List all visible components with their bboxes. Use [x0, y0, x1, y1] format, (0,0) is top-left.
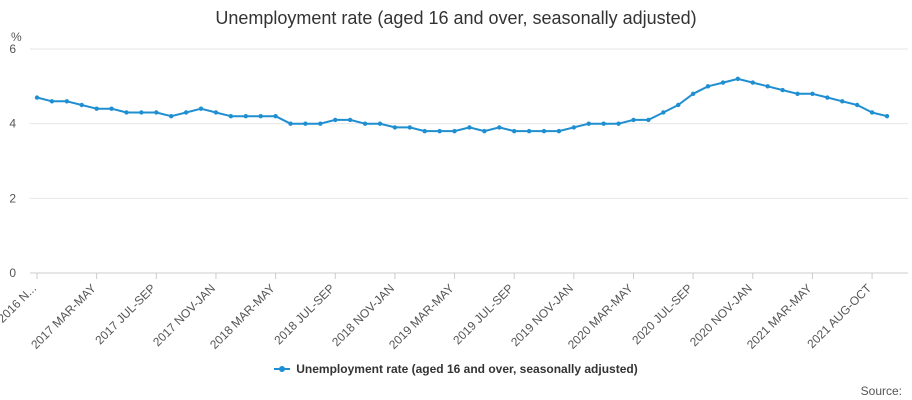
data-point[interactable]: [50, 99, 54, 103]
data-point[interactable]: [646, 118, 650, 122]
data-point[interactable]: [199, 107, 203, 111]
data-point[interactable]: [572, 125, 576, 129]
data-point[interactable]: [452, 129, 456, 133]
data-point[interactable]: [661, 110, 665, 114]
data-point[interactable]: [527, 129, 531, 133]
data-point[interactable]: [885, 114, 889, 118]
gridlines: [30, 49, 908, 273]
data-point[interactable]: [676, 103, 680, 107]
x-tick-label: 2017 NOV-JAN: [150, 281, 218, 349]
data-point[interactable]: [80, 103, 84, 107]
x-tick-label: 2019 JUL-SEP: [450, 281, 516, 347]
x-tick-label: 2020 MAR-MAY: [565, 281, 636, 352]
data-point[interactable]: [691, 92, 695, 96]
data-point[interactable]: [408, 125, 412, 129]
data-point[interactable]: [810, 92, 814, 96]
data-point[interactable]: [35, 95, 39, 99]
y-tick-label: 4: [9, 117, 16, 131]
data-point[interactable]: [288, 121, 292, 125]
data-point[interactable]: [751, 80, 755, 84]
data-point[interactable]: [795, 92, 799, 96]
data-point[interactable]: [214, 110, 218, 114]
data-point[interactable]: [333, 118, 337, 122]
data-point[interactable]: [825, 95, 829, 99]
x-tick-label: 2020 NOV-JAN: [687, 281, 755, 349]
y-tick-label: 0: [9, 266, 16, 280]
data-point[interactable]: [855, 103, 859, 107]
data-point[interactable]: [587, 121, 591, 125]
data-point[interactable]: [139, 110, 143, 114]
x-tick-label: 2020 JUL-SEP: [629, 281, 695, 347]
data-point[interactable]: [65, 99, 69, 103]
x-tick-label: 2017 MAR-MAY: [28, 281, 99, 352]
x-tick-label: 2021 AUG-OCT: [804, 281, 874, 351]
source-label: Source:: [861, 384, 902, 398]
data-point[interactable]: [497, 125, 501, 129]
data-point[interactable]: [766, 84, 770, 88]
data-point[interactable]: [616, 121, 620, 125]
data-point[interactable]: [512, 129, 516, 133]
data-point[interactable]: [363, 121, 367, 125]
data-point[interactable]: [542, 129, 546, 133]
data-point[interactable]: [184, 110, 188, 114]
data-point[interactable]: [840, 99, 844, 103]
data-point[interactable]: [423, 129, 427, 133]
x-tick-label: 2018 MAR-MAY: [207, 281, 278, 352]
data-point[interactable]: [303, 121, 307, 125]
data-point[interactable]: [169, 114, 173, 118]
x-tick-label: 2019 MAR-MAY: [386, 281, 457, 352]
data-point[interactable]: [94, 107, 98, 111]
x-tick-label: 2016 N...: [0, 281, 39, 325]
y-tick-label: 6: [9, 42, 16, 56]
x-tick-label: 2019 NOV-JAN: [508, 281, 576, 349]
data-point[interactable]: [721, 80, 725, 84]
legend-line-marker-icon: [274, 368, 290, 370]
data-point[interactable]: [378, 121, 382, 125]
legend-item-unemployment-rate[interactable]: Unemployment rate (aged 16 and over, sea…: [274, 362, 637, 376]
data-point[interactable]: [109, 107, 113, 111]
data-point[interactable]: [273, 114, 277, 118]
data-point[interactable]: [154, 110, 158, 114]
data-point[interactable]: [631, 118, 635, 122]
legend: Unemployment rate (aged 16 and over, sea…: [0, 362, 912, 376]
x-tick-label: 2018 JUL-SEP: [271, 281, 337, 347]
data-point[interactable]: [557, 129, 561, 133]
x-tick-label: 2018 NOV-JAN: [329, 281, 397, 349]
data-point[interactable]: [780, 88, 784, 92]
legend-label: Unemployment rate (aged 16 and over, sea…: [296, 362, 637, 376]
data-point[interactable]: [482, 129, 486, 133]
data-point[interactable]: [706, 84, 710, 88]
y-tick-label: 2: [9, 191, 16, 205]
data-point[interactable]: [229, 114, 233, 118]
data-point[interactable]: [124, 110, 128, 114]
data-point[interactable]: [736, 77, 740, 81]
data-point[interactable]: [870, 110, 874, 114]
data-point[interactable]: [318, 121, 322, 125]
data-point[interactable]: [601, 121, 605, 125]
series-unemployment-rate[interactable]: [35, 77, 889, 134]
data-point[interactable]: [467, 125, 471, 129]
data-point[interactable]: [348, 118, 352, 122]
x-tick-label: 2017 JUL-SEP: [92, 281, 158, 347]
data-point[interactable]: [437, 129, 441, 133]
data-point[interactable]: [244, 114, 248, 118]
data-point[interactable]: [393, 125, 397, 129]
data-point[interactable]: [258, 114, 262, 118]
